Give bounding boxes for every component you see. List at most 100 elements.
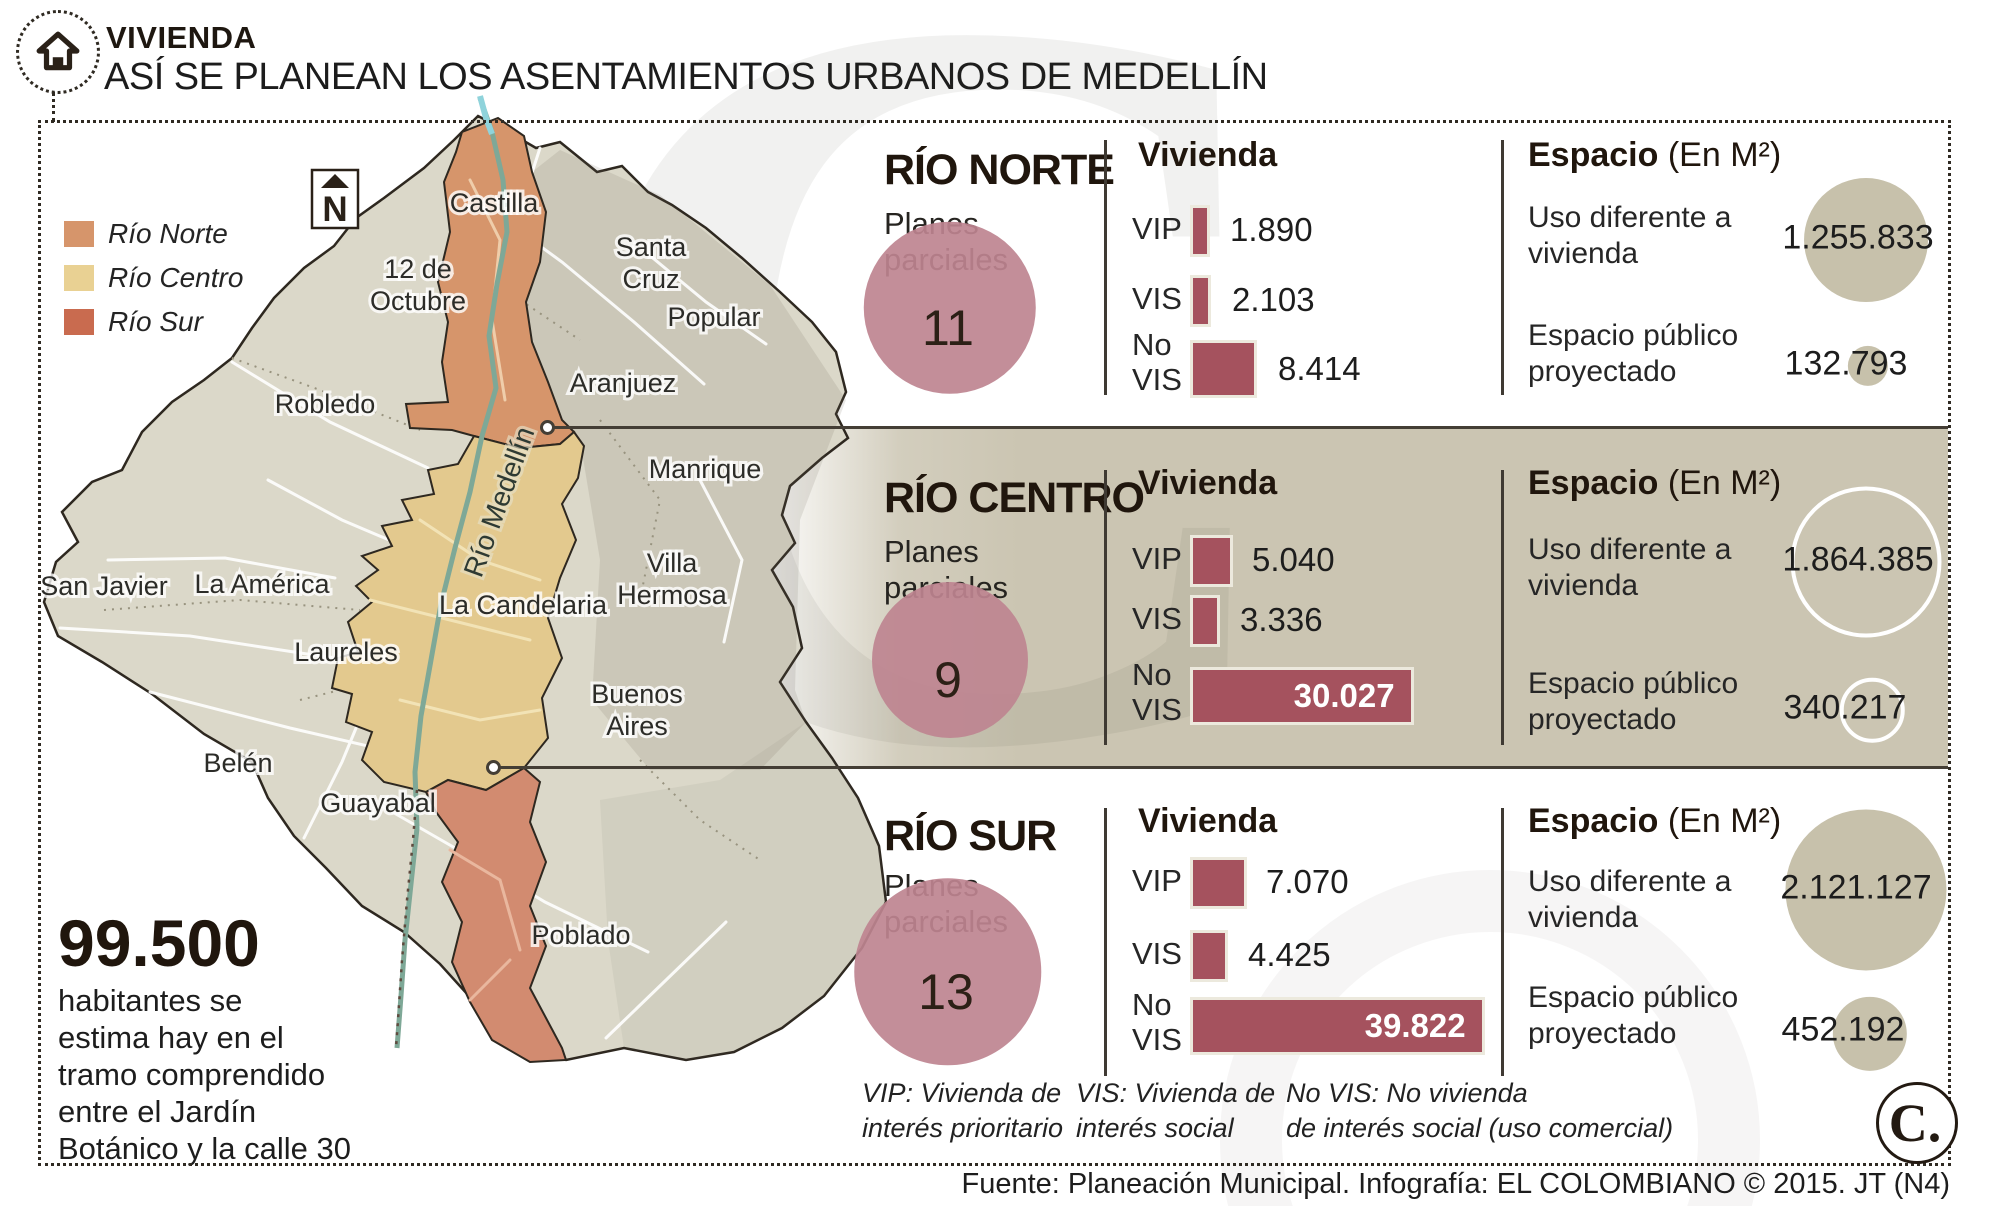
section-title-sur: RÍO SUR xyxy=(884,812,1057,860)
vip-value: 5.040 xyxy=(1252,541,1335,578)
espacio-publico-value: 132.793 xyxy=(1784,344,1908,383)
column-divider xyxy=(1104,140,1107,395)
footnote-novis: No VIS: No vivienda de interés social (u… xyxy=(1286,1076,1673,1146)
home-icon xyxy=(36,31,80,71)
district-label: Laureles xyxy=(294,637,398,667)
vis-value: 2.103 xyxy=(1232,281,1315,318)
planes-circle-sur xyxy=(854,878,1042,1066)
district-label: Popular xyxy=(667,302,760,332)
espacio-header: Espacio (En M²) xyxy=(1528,136,1781,175)
zone-rio-centro xyxy=(330,430,586,794)
footnote-line: de interés social (uso comercial) xyxy=(1286,1113,1674,1143)
badge-connector xyxy=(52,92,55,122)
espacio-publico-label: Espacio público proyectado xyxy=(1528,319,1739,388)
district-label: Aires xyxy=(606,711,668,741)
page-title: ASÍ SE PLANEAN LOS ASENTAMIENTOS URBANOS… xyxy=(104,56,1268,98)
district-label: La América xyxy=(194,569,330,599)
legend-swatch-rio-sur xyxy=(64,309,94,335)
legend-item-rio-centro: Río Centro xyxy=(64,262,243,294)
sur-axis-dashed xyxy=(394,789,419,1049)
uso-diferente-value: 1.864.385 xyxy=(1782,540,1934,579)
uso-diferente-label: Uso diferente a vivienda xyxy=(1528,533,1732,602)
district-label: Octubre xyxy=(370,286,466,316)
legend-swatch-rio-centro xyxy=(64,265,94,291)
vis-bar-norte xyxy=(1190,275,1212,327)
legend-label: Río Centro xyxy=(108,262,244,293)
footnote-line: VIP: Vivienda de xyxy=(862,1078,1062,1108)
footnote-vip: VIP: Vivienda de interés prioritario xyxy=(862,1076,1063,1146)
street-lines xyxy=(58,146,768,1040)
section-badge xyxy=(16,10,100,94)
legend-label: Río Norte xyxy=(108,218,228,249)
novis-value-inside: 30.027 xyxy=(1293,677,1395,714)
planes-value-sur: 13 xyxy=(918,964,974,1020)
legend-label: Río Sur xyxy=(108,306,203,337)
band-bottom-anchor-dot xyxy=(486,760,501,775)
band-top-anchor-dot xyxy=(540,420,555,435)
stat-line: tramo comprendido xyxy=(58,1057,326,1092)
district-label: Santa xyxy=(616,232,688,262)
district-label: Aranjuez xyxy=(570,368,677,398)
vis-label: VIS xyxy=(1132,281,1182,316)
map-legend: Río Norte Río Centro Río Sur xyxy=(64,218,243,338)
espacio-publico-value: 452.192 xyxy=(1781,1010,1905,1049)
planes-value-norte: 11 xyxy=(922,300,974,356)
vivienda-header: Vivienda xyxy=(1138,802,1278,840)
footnote-vis: VIS: Vivienda de interés social xyxy=(1076,1076,1275,1146)
uso-diferente-value: 2.121.127 xyxy=(1780,868,1932,907)
vis-value: 4.425 xyxy=(1248,936,1331,973)
stat-line: habitantes se xyxy=(58,983,243,1018)
district-label: San Javier xyxy=(40,571,168,601)
kicker: VIVIENDA xyxy=(106,20,257,55)
espacio-header-units: (En M²) xyxy=(1667,802,1782,840)
legend-item-rio-norte: Río Norte xyxy=(64,218,243,250)
uso-diferente-value: 1.255.833 xyxy=(1782,218,1934,257)
stat-line: estima hay en el xyxy=(58,1020,284,1055)
espacio-header: Espacio (En M²) xyxy=(1528,802,1781,841)
novis-value-inside: 39.822 xyxy=(1364,1007,1466,1044)
zone-rio-sur xyxy=(424,766,568,1064)
espacio-header-bold: Espacio xyxy=(1528,464,1659,502)
vip-label: VIP xyxy=(1132,541,1182,576)
legend-swatch-rio-norte xyxy=(64,221,94,247)
district-label: Poblado xyxy=(531,920,630,950)
espacio-publico-label: Espacio público proyectado xyxy=(1528,981,1739,1050)
planes-value-centro: 9 xyxy=(934,652,962,708)
vip-label: VIP xyxy=(1132,863,1182,898)
vis-bar-sur xyxy=(1190,930,1229,982)
vip-bar-norte xyxy=(1190,205,1210,257)
vip-bar-sur xyxy=(1190,857,1248,909)
novis-label: No VIS xyxy=(1132,327,1182,397)
novis-bar-sur: 39.822 xyxy=(1190,997,1485,1055)
legend-item-rio-sur: Río Sur xyxy=(64,306,243,338)
stat-line: entre el Jardín xyxy=(58,1094,257,1129)
vis-label: VIS xyxy=(1132,601,1182,636)
novis-bar-centro: 30.027 xyxy=(1190,667,1414,725)
novis-label: No VIS xyxy=(1132,657,1182,727)
vis-label: VIS xyxy=(1132,936,1182,971)
vivienda-header: Vivienda xyxy=(1138,136,1278,174)
column-divider xyxy=(1501,470,1504,745)
svg-text:N: N xyxy=(322,190,347,229)
uso-diferente-circle-norte xyxy=(1804,178,1928,302)
vis-bar-centro xyxy=(1190,595,1221,647)
espacio-publico-value: 340.217 xyxy=(1783,688,1907,727)
uso-diferente-label: Uso diferente a vivienda xyxy=(1528,865,1732,934)
district-label: La Candelaria xyxy=(439,590,608,620)
comuna-boundaries xyxy=(103,299,761,861)
district-label: Manrique xyxy=(649,454,762,484)
espacio-publico-circle-centro xyxy=(1839,677,1905,743)
ne-comunas-shade xyxy=(526,150,846,770)
river-north-stub xyxy=(477,95,495,136)
vivienda-header: Vivienda xyxy=(1138,464,1278,502)
vip-value: 7.070 xyxy=(1266,863,1349,900)
band-bottom-line xyxy=(493,766,1948,769)
vip-label: VIP xyxy=(1132,211,1182,246)
planes-circle-norte xyxy=(863,221,1037,395)
section-title-centro: RÍO CENTRO xyxy=(884,474,1145,522)
espacio-header-units: (En M²) xyxy=(1667,464,1782,502)
stat-line: Botánico y la calle 30 xyxy=(58,1131,351,1166)
espacio-header-bold: Espacio xyxy=(1528,136,1659,174)
section-title-norte: RÍO NORTE xyxy=(884,146,1115,194)
